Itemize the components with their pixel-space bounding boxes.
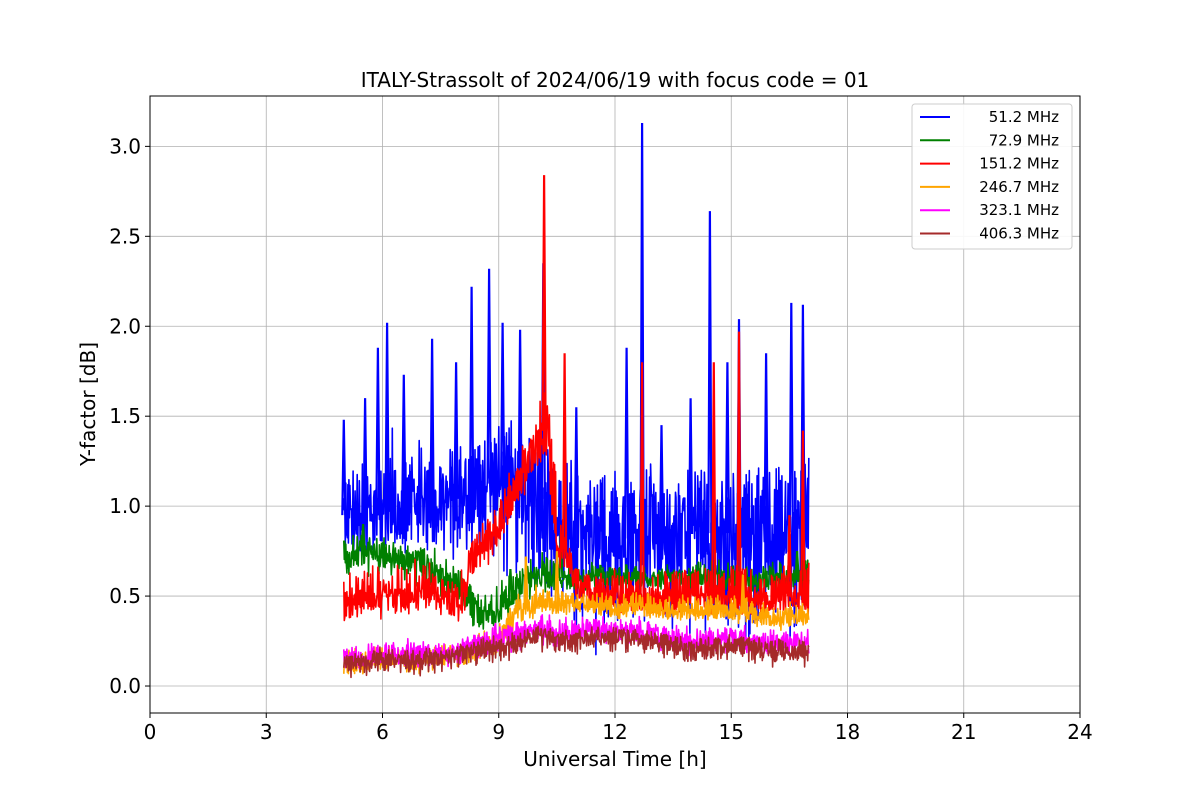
y-tick-label: 2.5	[109, 224, 141, 248]
series-line	[343, 392, 810, 622]
x-axis-label: Universal Time [h]	[523, 747, 706, 771]
y-tick-label: 1.0	[109, 494, 141, 518]
series-spike	[486, 268, 492, 484]
x-tick-label: 15	[719, 720, 744, 744]
series-5	[343, 625, 810, 679]
series-spike	[523, 556, 529, 609]
series-spike	[429, 338, 435, 503]
series-spike	[384, 322, 390, 507]
y-tick-label: 2.0	[109, 314, 141, 338]
series-2	[343, 175, 810, 622]
series-spike	[658, 425, 665, 537]
series-spike	[711, 362, 717, 597]
series-spike	[707, 211, 713, 534]
series-spike	[724, 362, 730, 534]
x-tick-label: 9	[492, 720, 505, 744]
series-area	[341, 122, 810, 679]
legend-label: 323.1 MHz	[979, 201, 1059, 219]
series-spike	[541, 175, 547, 431]
series-spike	[639, 362, 645, 598]
series-spike	[763, 353, 769, 534]
series-spike	[554, 551, 560, 606]
series-spike	[786, 515, 792, 597]
series-spike	[573, 407, 579, 543]
series-spike	[341, 419, 347, 516]
series-spike	[740, 574, 746, 613]
series-spike	[736, 331, 742, 598]
series-spike	[800, 430, 806, 597]
legend-label: 51.2 MHz	[989, 108, 1059, 126]
series-spike	[360, 524, 366, 552]
grid-lines	[149, 96, 1081, 713]
chart-title: ITALY-Strassolt of 2024/06/19 with focus…	[361, 68, 870, 92]
legend-box	[911, 103, 1073, 250]
x-tick-label: 24	[1067, 720, 1092, 744]
x-tick-label: 12	[602, 720, 627, 744]
legend-label: 246.7 MHz	[979, 178, 1059, 196]
series-spike	[375, 347, 381, 511]
series-spike	[507, 569, 513, 597]
series-spike	[624, 347, 630, 539]
series-spike	[517, 329, 523, 497]
legend-label: 406.3 MHz	[979, 225, 1059, 243]
y-tick-label: 1.5	[109, 404, 141, 428]
series-spike	[788, 302, 794, 533]
legend-label: 151.2 MHz	[979, 155, 1059, 173]
series-spike	[500, 322, 506, 483]
series-line	[343, 625, 810, 679]
series-spike	[453, 362, 459, 499]
series-spike	[362, 398, 368, 523]
legend: 51.2 MHz 72.9 MHz 151.2 MHz 246.7 MHz 323.1 …	[911, 103, 1073, 250]
x-tick-label: 6	[376, 720, 389, 744]
axis-ticks: 0 3 6 9 12 15 18 21 24 0.0 0.5 1.0 1.5 2.0 2.5 3.0	[109, 134, 1093, 744]
y-axis-label: Y-factor [dB]	[76, 342, 100, 467]
series-spike	[401, 374, 407, 506]
x-tick-label: 3	[260, 720, 273, 744]
legend-label: 72.9 MHz	[989, 131, 1059, 149]
series-spike	[688, 398, 694, 535]
x-tick-label: 0	[144, 720, 157, 744]
x-tick-label: 21	[951, 720, 976, 744]
y-tick-label: 0.5	[109, 584, 141, 608]
series-spike	[469, 286, 475, 492]
series-spike	[794, 551, 800, 579]
y-tick-label: 0.0	[109, 674, 141, 698]
x-tick-label: 18	[835, 720, 860, 744]
y-tick-label: 3.0	[109, 134, 141, 158]
series-spike	[562, 353, 568, 550]
